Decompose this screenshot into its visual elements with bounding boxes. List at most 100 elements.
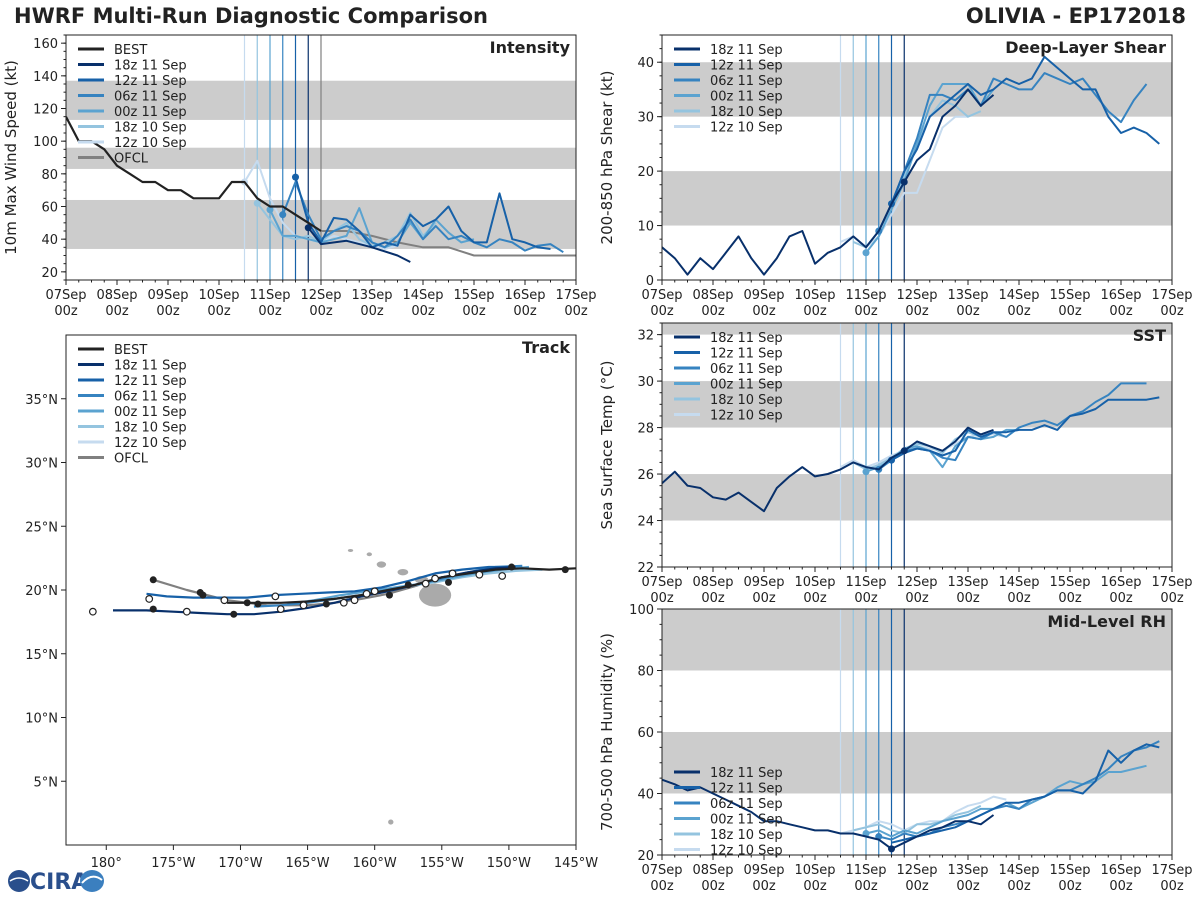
chart-title: HWRF Multi-Run Diagnostic Comparison <box>14 4 489 28</box>
panel-title-track: Track <box>522 338 570 357</box>
panel-title-intensity: Intensity <box>490 38 571 57</box>
series-line-06z-11-sep <box>281 181 564 254</box>
y-tick-label: 60 <box>637 726 654 741</box>
x-tick-label: 07Sep <box>641 863 682 878</box>
x-tick-label: 15Sep <box>453 288 494 303</box>
x-tick-label-time: 00z <box>309 304 333 319</box>
track-position-dot <box>149 605 157 613</box>
init-marker-06z-11-sep <box>279 211 287 219</box>
x-tick-label-time: 00z <box>854 591 878 606</box>
legend-label-18z-11-sep: 18z 11 Sep <box>710 43 783 58</box>
x-tick-label: 15Sep <box>1049 863 1090 878</box>
x-tick-label: 17Sep <box>555 288 596 303</box>
y-tick-label: 25°N <box>25 520 58 535</box>
x-tick-label: 11Sep <box>845 575 886 590</box>
track-position-dot <box>230 610 238 618</box>
y-tick-label: 10 <box>637 220 654 235</box>
x-tick-label: 07Sep <box>641 288 682 303</box>
track-open-marker <box>220 596 229 605</box>
series-line-12z-11-sep <box>890 55 1160 205</box>
x-tick-label: 15Sep <box>1049 288 1090 303</box>
x-tick-label-time: 00z <box>752 879 776 894</box>
track-open-marker <box>370 587 379 596</box>
x-tick-label-time: 00z <box>905 879 929 894</box>
legend-label-ofcl: OFCL <box>114 452 149 467</box>
x-tick-label: 08Sep <box>96 288 137 303</box>
legend-label-18z-10-sep: 18z 10 Sep <box>710 828 783 843</box>
x-tick-label: 17Sep <box>1151 863 1192 878</box>
init-marker-18z-11-sep <box>900 447 908 455</box>
track-position-dot <box>199 591 207 599</box>
track-open-marker <box>271 592 280 601</box>
x-tick-label: 14Sep <box>998 288 1039 303</box>
x-tick-label: 145°W <box>554 856 598 871</box>
x-tick-label: 10Sep <box>794 863 835 878</box>
track-position-dot <box>385 591 393 599</box>
legend-label-18z-11-sep: 18z 11 Sep <box>114 359 187 374</box>
x-tick-label: 180° <box>91 856 122 871</box>
x-tick-label: 175°W <box>151 856 195 871</box>
panel-title-sst: SST <box>1133 326 1166 345</box>
x-tick-label-time: 00z <box>854 879 878 894</box>
series-line-18z-11-sep <box>662 778 995 850</box>
x-tick-label-time: 00z <box>803 879 827 894</box>
x-tick-label-time: 00z <box>650 591 674 606</box>
series-line-12z-11-sep <box>294 176 551 250</box>
legend-label-12z-10-sep: 12z 10 Sep <box>114 436 187 451</box>
track-open-marker <box>276 605 285 614</box>
threshold-band <box>662 474 1172 521</box>
x-tick-label: 150°W <box>487 856 531 871</box>
track-line-ofcl <box>152 576 443 607</box>
legend-label-best: BEST <box>114 343 147 358</box>
y-tick-label: 0 <box>646 274 654 289</box>
init-marker-18z-11-sep <box>304 224 312 232</box>
y-tick-label: 20 <box>637 165 654 180</box>
track-open-marker <box>145 595 154 603</box>
x-tick-label-time: 00z <box>360 304 384 319</box>
cira-logo: CIRA <box>8 870 104 895</box>
legend-label-00z-11-sep: 00z 11 Sep <box>114 105 187 120</box>
series-line-00z-11-sep <box>865 83 995 254</box>
y-tick-label: 100 <box>33 135 58 150</box>
track-open-marker <box>182 607 191 616</box>
track-position-dot <box>254 600 262 608</box>
y-tick-label: 30 <box>637 111 654 126</box>
legend-label-00z-11-sep: 00z 11 Sep <box>114 405 187 420</box>
series-line-12z-11-sep <box>891 396 1160 461</box>
x-tick-label-time: 00z <box>1109 879 1133 894</box>
y-tick-label: 20 <box>41 266 58 281</box>
island-shape <box>388 819 394 825</box>
x-tick-label-time: 00z <box>752 591 776 606</box>
x-tick-label-time: 00z <box>1007 591 1031 606</box>
x-tick-label-time: 00z <box>650 879 674 894</box>
y-tick-label: 40 <box>637 788 654 803</box>
legend-label-12z-11-sep: 12z 11 Sep <box>114 74 187 89</box>
legend-label-12z-11-sep: 12z 11 Sep <box>710 347 783 362</box>
x-tick-label: 14Sep <box>998 863 1039 878</box>
track-position-dot <box>404 581 412 589</box>
legend-label-00z-11-sep: 00z 11 Sep <box>710 812 783 827</box>
storm-title: OLIVIA - EP172018 <box>965 4 1186 28</box>
track-open-marker <box>362 589 371 598</box>
x-tick-label-time: 00z <box>905 591 929 606</box>
y-tick-label: 80 <box>637 665 654 680</box>
track-line-best <box>227 567 576 604</box>
island-shape <box>366 552 372 557</box>
x-tick-label: 16Sep <box>1100 288 1141 303</box>
legend-label-12z-10-sep: 12z 10 Sep <box>710 121 783 136</box>
x-tick-label-time: 00z <box>752 304 776 319</box>
init-marker-18z-11-sep <box>888 845 895 853</box>
legend-label-12z-11-sep: 12z 11 Sep <box>114 374 187 389</box>
x-tick-label-time: 00z <box>701 591 725 606</box>
series-line-best <box>66 116 322 232</box>
legend-label-18z-11-sep: 18z 11 Sep <box>114 59 187 74</box>
x-tick-label-time: 00z <box>650 304 674 319</box>
x-tick-label-time: 00z <box>1109 591 1133 606</box>
legend-label-12z-10-sep: 12z 10 Sep <box>710 843 783 858</box>
legend-label-00z-11-sep: 00z 11 Sep <box>710 378 783 393</box>
x-tick-label: 16Sep <box>1100 575 1141 590</box>
x-tick-label: 07Sep <box>641 575 682 590</box>
globe-icon <box>8 870 30 892</box>
